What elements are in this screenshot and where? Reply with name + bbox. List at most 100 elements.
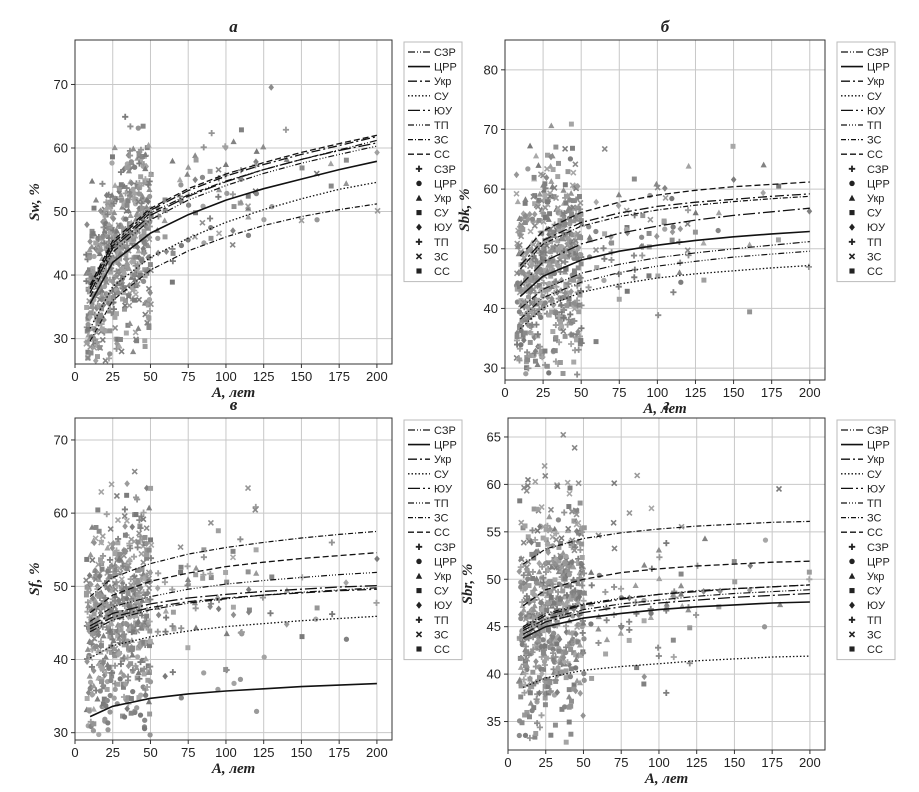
scatter-point: [128, 179, 135, 187]
scatter-point: [532, 289, 539, 296]
scatter-point: [732, 579, 738, 585]
scatter-point: [655, 312, 662, 319]
scatter-point: [547, 680, 553, 686]
scatter-point: [94, 630, 100, 636]
scatter-point: [559, 236, 565, 242]
scatter-point: [245, 193, 251, 199]
scatter-point: [575, 598, 582, 605]
legend-line-label: ЮУ: [867, 483, 886, 495]
scatter-point: [549, 295, 555, 303]
scatter-point: [518, 683, 524, 689]
legend-marker-swatch: [416, 223, 422, 231]
scatter-point: [252, 506, 259, 513]
scatter-point: [110, 311, 116, 317]
scatter-point: [525, 635, 532, 642]
scatter-point: [97, 648, 104, 655]
scatter-point: [530, 669, 536, 675]
scatter-point: [99, 666, 105, 672]
scatter-point: [602, 588, 609, 596]
scatter-point: [147, 638, 153, 644]
scatter-point: [562, 576, 568, 582]
scatter-point: [117, 660, 125, 668]
series-line: [522, 589, 810, 632]
scatter-point: [542, 192, 548, 198]
scatter-point: [142, 165, 149, 172]
scatter-point: [611, 480, 618, 487]
scatter-point: [564, 192, 571, 199]
scatter-point: [646, 230, 652, 236]
scatter-point: [95, 627, 102, 634]
scatter-point: [563, 284, 569, 290]
scatter-point: [109, 616, 115, 622]
scatter-point: [549, 650, 557, 657]
scatter-point: [93, 304, 100, 312]
scatter-point: [552, 321, 559, 329]
legend-marker-swatch: [416, 210, 422, 216]
scatter-point: [142, 176, 149, 183]
legend-line-label: ЮУ: [434, 483, 453, 495]
scatter-point: [222, 144, 229, 152]
scatter-point: [568, 121, 574, 127]
scatter-point: [541, 462, 548, 469]
scatter-point: [100, 701, 106, 707]
scatter-point: [108, 649, 114, 655]
scatter-point: [572, 588, 579, 595]
scatter-point: [570, 563, 577, 570]
scatter-point: [671, 594, 678, 601]
scatter-point: [299, 634, 305, 640]
scatter-point: [611, 545, 618, 552]
legend-marker-label: СУ: [434, 208, 450, 220]
scatter-point: [564, 303, 570, 309]
scatter-point: [560, 307, 568, 314]
scatter-point: [554, 688, 561, 696]
scatter-point: [520, 606, 527, 613]
scatter-point: [573, 511, 580, 518]
legend-marker-swatch: [416, 268, 422, 274]
chart-panel: 0 25 50 75 100 125 150 175 200 30 40 50 60 70 а A, лет S…: [27, 17, 463, 401]
scatter-point: [525, 357, 531, 363]
scatter-point: [615, 202, 622, 210]
scatter-point: [537, 285, 545, 291]
scatter-point: [546, 527, 554, 534]
scatter-point: [578, 220, 586, 227]
scatter-point: [530, 576, 536, 581]
scatter-point: [115, 336, 121, 342]
scatter-point: [89, 646, 96, 653]
scatter-point: [93, 240, 99, 246]
scatter-point: [535, 246, 541, 252]
legend-line-label: ЮУ: [867, 105, 886, 117]
scatter-point: [518, 233, 525, 240]
scatter-point: [568, 647, 574, 652]
scatter-point: [552, 577, 558, 583]
legend-marker-label: СУ: [434, 586, 450, 598]
scatter-point: [86, 246, 93, 253]
scatter-point: [580, 712, 586, 720]
scatter-point: [140, 278, 147, 284]
scatter-point: [543, 174, 550, 182]
y-tick-label: 30: [54, 331, 68, 346]
scatter-point: [563, 668, 569, 674]
scatter-point: [135, 325, 142, 331]
scatter-point: [124, 225, 131, 232]
scatter-point: [91, 539, 97, 547]
y-tick-label: 80: [484, 62, 498, 77]
scatter-point: [552, 677, 559, 684]
scatter-point: [89, 304, 96, 311]
scatter-point: [93, 525, 99, 530]
scatter-point: [92, 196, 100, 203]
scatter-point: [178, 569, 184, 575]
scatter-point: [543, 526, 549, 532]
scatter-point: [568, 703, 574, 709]
scatter-point: [559, 706, 565, 712]
scatter-point: [557, 360, 563, 365]
scatter-point: [144, 319, 151, 326]
scatter-point: [193, 572, 199, 578]
scatter-point: [146, 236, 153, 243]
scatter-point: [577, 287, 584, 294]
scatter-point: [96, 528, 102, 534]
scatter-point: [155, 235, 161, 242]
legend-marker-swatch: [416, 588, 422, 594]
scatter-point: [522, 212, 529, 220]
scatter-point: [85, 349, 91, 355]
scatter-point: [560, 654, 567, 661]
